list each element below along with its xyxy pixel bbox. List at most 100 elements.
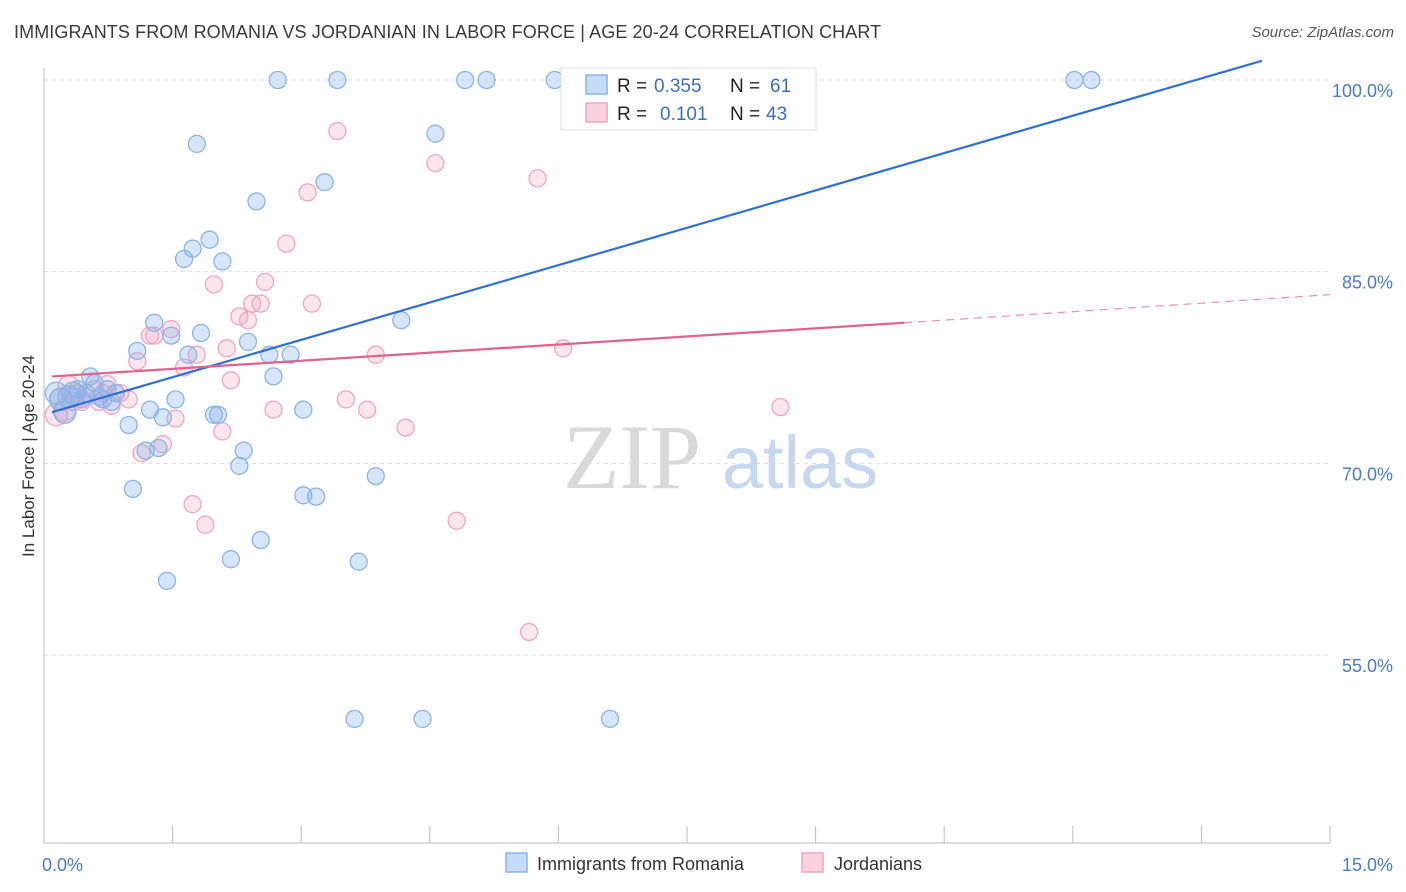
y-tick-label-0: 100.0% xyxy=(1332,81,1393,101)
point-romania-21 xyxy=(149,438,168,458)
point-romania-50 xyxy=(345,709,364,729)
bottom-legend-label-romania: Immigrants from Romania xyxy=(537,854,745,874)
point-romania-60 xyxy=(1065,70,1084,90)
point-jordanians-31 xyxy=(238,311,258,330)
point-romania-37 xyxy=(234,441,253,460)
point-romania-23 xyxy=(157,571,177,591)
trend-lines xyxy=(51,59,1331,414)
point-jordanians-20 xyxy=(162,320,181,339)
legend-r-value-2: 0.101 xyxy=(660,104,708,125)
y-tick-label-3: 55.0% xyxy=(1342,656,1393,676)
watermark-zip: ZIP xyxy=(563,406,701,508)
point-jordanians-15 xyxy=(128,351,147,371)
legend-swatch-jordanians xyxy=(585,102,608,123)
point-jordanians-35 xyxy=(264,400,283,419)
legend-n-value-2: 43 xyxy=(766,104,787,125)
point-romania-59 xyxy=(600,709,620,729)
point-jordanians-36 xyxy=(277,234,296,253)
point-romania-32 xyxy=(204,405,224,424)
point-jordanians-38 xyxy=(302,294,322,313)
point-romania-13 xyxy=(102,392,121,412)
point-jordanians-34 xyxy=(255,272,275,292)
point-romania-20 xyxy=(145,313,164,332)
point-jordanians-48 xyxy=(554,339,573,358)
point-romania-28 xyxy=(183,239,202,258)
point-romania-15 xyxy=(119,415,138,435)
watermark-atlas: atlas xyxy=(722,421,878,504)
point-romania-34 xyxy=(213,252,232,271)
point-romania-52 xyxy=(366,466,385,486)
point-romania-25 xyxy=(166,390,185,409)
legend-r-label-1: R = xyxy=(617,76,647,97)
point-romania-55 xyxy=(426,124,445,143)
bottom-legend: Immigrants from Romania Jordanians xyxy=(505,852,922,874)
point-romania-27 xyxy=(179,345,198,364)
bottom-legend-swatch-jordanians xyxy=(801,852,824,873)
trend-line-romania xyxy=(51,59,1263,414)
y-tick-label-2: 70.0% xyxy=(1342,464,1393,484)
x-tick-label-0: 0.0% xyxy=(42,855,83,875)
legend-r-label-2: R = xyxy=(617,104,647,125)
point-jordanians-29 xyxy=(221,371,241,390)
point-jordanians-41 xyxy=(358,400,377,419)
bottom-legend-label-jordanians: Jordanians xyxy=(834,854,922,874)
point-romania-47 xyxy=(306,487,326,506)
point-jordanians-23 xyxy=(183,495,202,514)
x-tick-labels: 0.0% 15.0% xyxy=(42,855,1393,875)
point-jordanians-46 xyxy=(519,622,539,642)
legend-swatch-romania xyxy=(585,74,608,95)
x-tick-label-1: 15.0% xyxy=(1342,855,1393,875)
point-romania-31 xyxy=(200,230,219,249)
point-jordanians-40 xyxy=(336,390,356,409)
legend-box: R = 0.355 N = 61 R = 0.101 N = 43 xyxy=(560,67,817,131)
point-romania-35 xyxy=(221,550,241,569)
point-romania-16 xyxy=(123,479,143,499)
point-romania-56 xyxy=(456,70,475,90)
bottom-legend-swatch-romania xyxy=(505,852,528,873)
point-romania-43 xyxy=(268,70,287,90)
grid-lines xyxy=(44,79,1330,656)
point-romania-61 xyxy=(1082,70,1101,90)
point-romania-30 xyxy=(191,323,211,343)
legend-n-value-1: 61 xyxy=(770,76,791,97)
point-romania-44 xyxy=(281,345,300,364)
point-romania-45 xyxy=(294,400,313,419)
point-jordanians-47 xyxy=(528,169,547,188)
legend-r-value-1: 0.355 xyxy=(654,76,702,97)
point-romania-48 xyxy=(315,173,334,192)
point-romania-17 xyxy=(128,341,147,361)
trend-line-dashed-jordanians xyxy=(903,294,1331,324)
point-jordanians-37 xyxy=(298,183,317,202)
point-romania-49 xyxy=(328,70,347,90)
point-jordanians-44 xyxy=(426,153,445,173)
x-ticks xyxy=(43,826,1331,843)
point-jordanians-49 xyxy=(771,397,790,417)
point-jordanians-43 xyxy=(396,418,415,437)
point-romania-51 xyxy=(349,552,368,571)
point-romania-36 xyxy=(230,456,249,476)
point-romania-29 xyxy=(187,134,206,154)
chart-title: IMMIGRANTS FROM ROMANIA VS JORDANIAN IN … xyxy=(14,22,882,42)
point-jordanians-39 xyxy=(328,121,347,141)
point-romania-57 xyxy=(477,70,496,90)
point-jordanians-27 xyxy=(213,422,232,441)
point-jordanians-45 xyxy=(447,511,466,530)
point-jordanians-26 xyxy=(204,275,224,294)
point-jordanians-30 xyxy=(230,307,249,326)
watermark: ZIP atlas xyxy=(563,406,878,508)
point-jordanians-28 xyxy=(217,339,236,358)
legend-n-label-1: N = xyxy=(730,76,760,97)
point-romania-0 xyxy=(44,381,68,405)
point-romania-33 xyxy=(208,405,228,424)
point-romania-53 xyxy=(392,311,411,330)
point-romania-42 xyxy=(264,367,283,386)
point-romania-40 xyxy=(251,530,270,550)
point-romania-5 xyxy=(68,380,87,399)
point-jordanians-25 xyxy=(196,515,215,534)
source-label: Source: ZipAtlas.com xyxy=(1251,24,1394,41)
y-axis-title: In Labor Force | Age 20-24 xyxy=(19,355,38,557)
series-romania-points xyxy=(44,70,1101,729)
point-romania-22 xyxy=(153,408,172,427)
y-tick-label-1: 85.0% xyxy=(1342,273,1393,293)
